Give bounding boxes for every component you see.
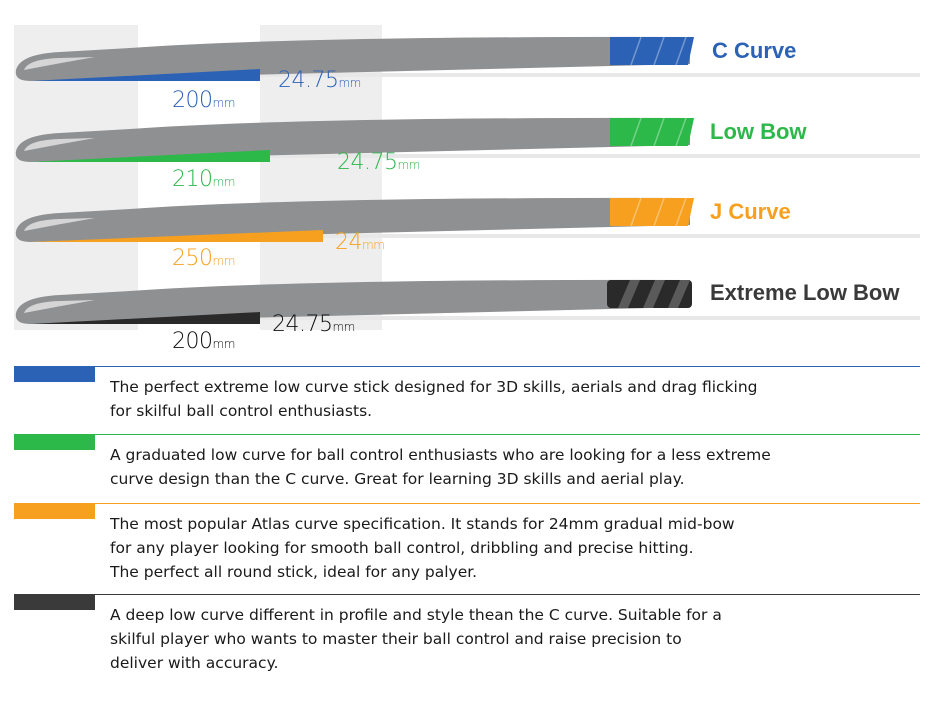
divider xyxy=(95,366,920,367)
stick-highlight xyxy=(24,57,95,70)
description-j-curve: The most popular Atlas curve specificati… xyxy=(14,503,920,593)
stick-diagram xyxy=(14,25,920,330)
grip-stripe xyxy=(630,117,642,147)
guide-line xyxy=(90,154,920,158)
color-swatch xyxy=(14,503,95,519)
grip-stripe xyxy=(618,280,640,308)
length-measure: 210mm xyxy=(172,167,235,192)
grip-stripe xyxy=(653,117,665,147)
measure-unit: mm xyxy=(338,76,361,90)
measure-value: 24.75 xyxy=(278,68,339,93)
length-measure: 200mm xyxy=(172,329,235,354)
measure-unit: mm xyxy=(362,238,385,252)
description-low-bow: A graduated low curve for ball control e… xyxy=(14,434,920,502)
stick-name-extreme-low-bow: Extreme Low Bow xyxy=(710,280,900,305)
guide-line xyxy=(90,316,920,320)
measure-unit: mm xyxy=(397,158,420,172)
stick-shaft xyxy=(15,279,691,324)
stick-shaft xyxy=(15,36,691,81)
bow-measure: 24mm xyxy=(335,230,385,255)
stick-length-accent xyxy=(30,230,323,242)
stick-shaft xyxy=(15,197,691,242)
description-text: The most popular Atlas curve specificati… xyxy=(110,515,735,581)
description-text: The perfect extreme low curve stick desi… xyxy=(110,378,758,420)
color-swatch xyxy=(14,594,95,610)
grip-stripe xyxy=(653,197,665,227)
grip-stripe xyxy=(630,197,642,227)
stick-grip xyxy=(610,118,694,146)
grip-stripe xyxy=(668,280,690,308)
divider xyxy=(95,434,920,435)
guide-line xyxy=(90,73,920,77)
measure-value: 24.75 xyxy=(272,312,333,337)
measure-value: 24.75 xyxy=(337,150,398,175)
color-swatch xyxy=(14,434,95,450)
stick-shaft xyxy=(15,117,691,162)
measure-value: 200 xyxy=(172,88,213,113)
length-measure: 200mm xyxy=(172,88,235,113)
description-text: A graduated low curve for ball control e… xyxy=(110,446,771,488)
grip-stripe xyxy=(643,280,665,308)
grip-stripe xyxy=(675,36,687,66)
stick-length-accent xyxy=(30,69,260,81)
description-text: A deep low curve different in profile an… xyxy=(110,606,722,672)
measure-value: 24 xyxy=(335,230,363,255)
measure-unit: mm xyxy=(212,175,236,189)
stick-length-accent xyxy=(30,312,260,324)
stick-highlight xyxy=(24,218,95,231)
stick-grip xyxy=(610,198,694,226)
measure-unit: mm xyxy=(332,320,355,334)
stick-name-c-curve: C Curve xyxy=(712,38,797,63)
measure-unit: mm xyxy=(212,96,236,110)
stick-highlight xyxy=(24,300,95,313)
grip-stripe xyxy=(675,117,687,147)
stick-grip xyxy=(610,37,694,65)
guide-line xyxy=(90,234,920,238)
grip-stripe xyxy=(653,36,665,66)
grip-stripe xyxy=(675,197,687,227)
bow-measure: 24.75mm xyxy=(272,312,355,337)
bow-measure: 24.75mm xyxy=(337,150,420,175)
length-measure: 250mm xyxy=(172,246,235,271)
description-c-curve: The perfect extreme low curve stick desi… xyxy=(14,366,920,434)
stick-name-low-bow: Low Bow xyxy=(710,119,807,144)
stick-name-j-curve: J Curve xyxy=(710,199,791,224)
divider xyxy=(95,503,920,504)
grip-stripe xyxy=(630,36,642,66)
divider xyxy=(95,594,920,595)
measure-unit: mm xyxy=(212,254,236,268)
measure-unit: mm xyxy=(212,337,236,351)
measure-value: 200 xyxy=(172,329,213,354)
bow-measure: 24.75mm xyxy=(278,68,361,93)
measure-value: 210 xyxy=(172,167,213,192)
stick-length-accent xyxy=(30,150,270,162)
measure-value: 250 xyxy=(172,246,213,271)
description-extreme-low-bow: A deep low curve different in profile an… xyxy=(14,594,920,694)
color-swatch xyxy=(14,366,95,382)
stick-highlight xyxy=(24,138,95,151)
